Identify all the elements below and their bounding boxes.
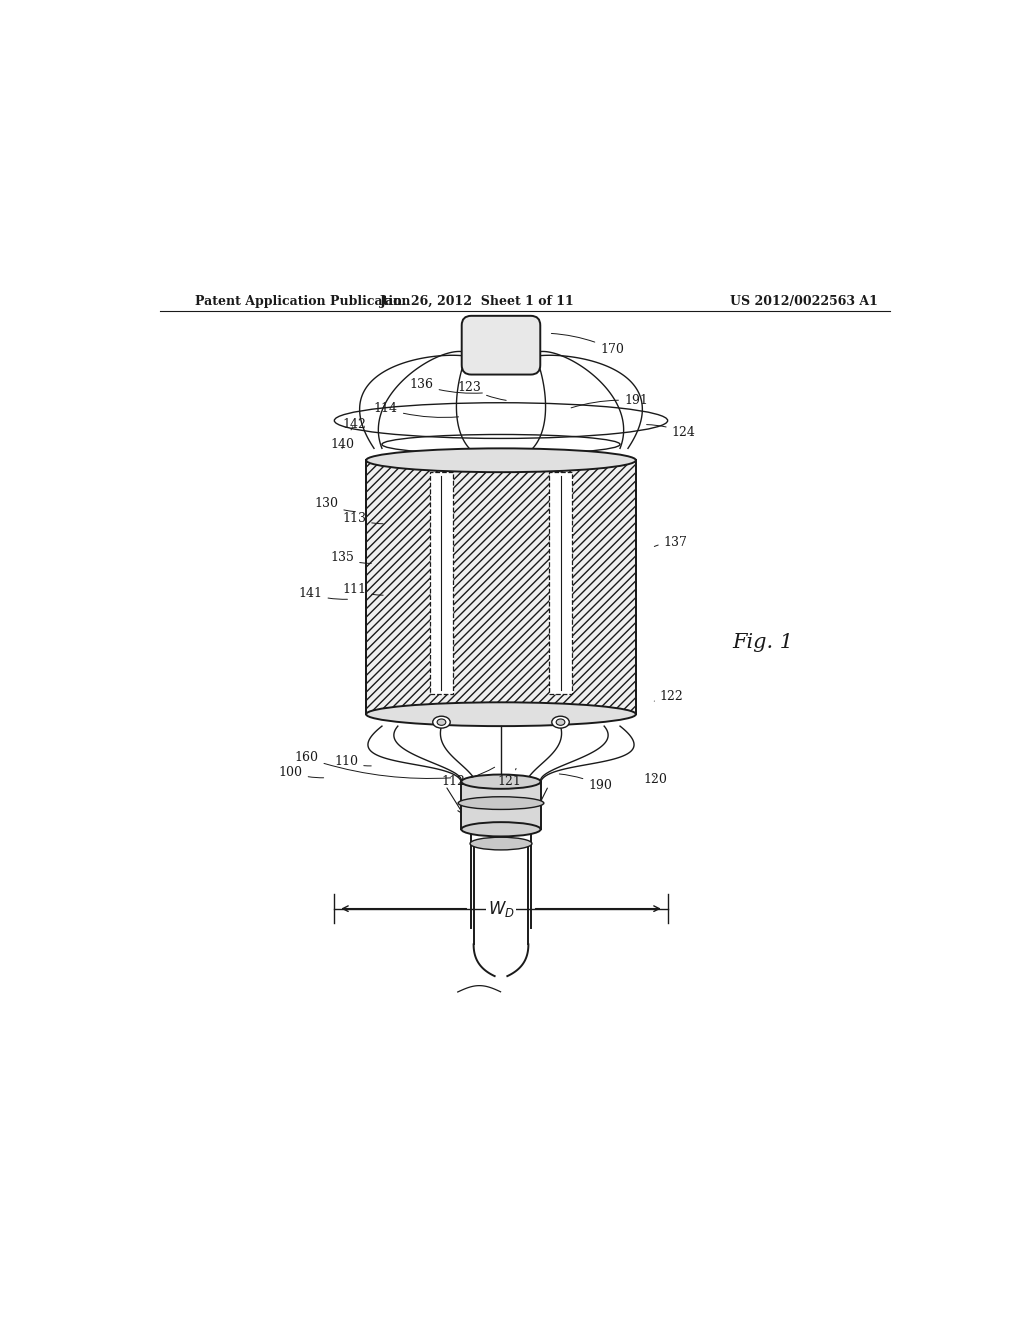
Bar	[367, 461, 636, 714]
Text: 135: 135	[331, 552, 372, 565]
Text: 120: 120	[644, 772, 668, 785]
Text: 190: 190	[559, 774, 612, 792]
Text: 113: 113	[342, 512, 383, 524]
Bar	[367, 461, 636, 714]
Text: Fig. 1: Fig. 1	[732, 634, 794, 652]
Text: 121: 121	[497, 768, 521, 788]
Text: 141: 141	[299, 587, 347, 601]
Ellipse shape	[556, 719, 565, 725]
Bar	[430, 473, 453, 694]
Text: 114: 114	[374, 403, 459, 417]
Text: $W_D$: $W_D$	[487, 899, 514, 919]
Text: 124: 124	[646, 425, 695, 440]
Text: 160: 160	[295, 751, 451, 779]
Text: 110: 110	[334, 755, 372, 768]
Text: 122: 122	[654, 690, 683, 704]
Text: 130: 130	[314, 498, 355, 512]
Text: 100: 100	[279, 766, 324, 779]
Text: 136: 136	[410, 379, 482, 393]
Ellipse shape	[470, 837, 531, 850]
Bar	[461, 781, 541, 829]
Ellipse shape	[471, 824, 530, 834]
Text: 142: 142	[342, 418, 367, 432]
Text: 140: 140	[331, 438, 354, 451]
Text: US 2012/0022563 A1: US 2012/0022563 A1	[730, 296, 878, 308]
Text: 137: 137	[654, 536, 687, 549]
Text: Patent Application Publication: Patent Application Publication	[196, 296, 411, 308]
Ellipse shape	[433, 717, 451, 729]
Text: 112: 112	[441, 767, 495, 788]
Ellipse shape	[461, 775, 541, 789]
Bar	[550, 473, 571, 694]
Ellipse shape	[437, 719, 445, 725]
Ellipse shape	[366, 702, 636, 726]
Text: 191: 191	[571, 395, 648, 408]
Text: 123: 123	[458, 380, 506, 400]
Text: 111: 111	[342, 583, 383, 597]
Text: Jan. 26, 2012  Sheet 1 of 11: Jan. 26, 2012 Sheet 1 of 11	[380, 296, 574, 308]
Ellipse shape	[366, 449, 636, 473]
Ellipse shape	[461, 822, 541, 837]
FancyBboxPatch shape	[462, 315, 541, 375]
Ellipse shape	[458, 797, 544, 809]
Text: 170: 170	[551, 334, 624, 355]
Ellipse shape	[552, 717, 569, 729]
